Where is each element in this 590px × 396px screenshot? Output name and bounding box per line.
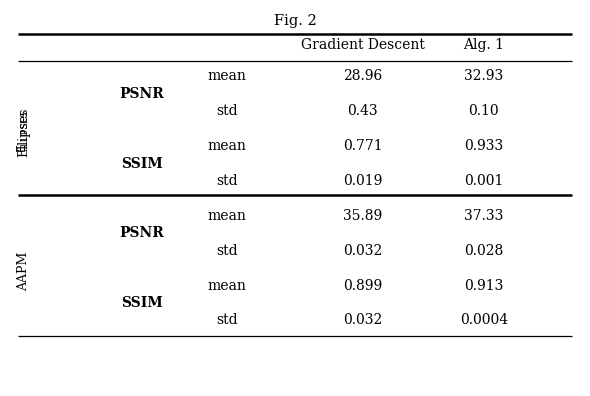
Text: mean: mean	[208, 278, 247, 293]
Text: std: std	[217, 174, 238, 188]
Text: 0.032: 0.032	[343, 244, 382, 258]
Text: 0.43: 0.43	[348, 104, 378, 118]
Text: 0.913: 0.913	[464, 278, 503, 293]
Text: Fig. 2: Fig. 2	[274, 14, 316, 28]
Text: 35.89: 35.89	[343, 209, 382, 223]
Text: SSIM: SSIM	[121, 296, 162, 310]
Text: 0.028: 0.028	[464, 244, 503, 258]
Text: Alg. 1: Alg. 1	[463, 38, 504, 52]
Text: std: std	[217, 244, 238, 258]
Text: mean: mean	[208, 139, 247, 153]
Text: mean: mean	[208, 209, 247, 223]
Text: mean: mean	[208, 69, 247, 84]
Text: 0.032: 0.032	[343, 313, 382, 327]
Text: AAPM: AAPM	[17, 252, 30, 291]
Text: Gradient Descent: Gradient Descent	[301, 38, 425, 52]
Text: 0.10: 0.10	[468, 104, 499, 118]
Text: 0.001: 0.001	[464, 174, 503, 188]
Text: SSIM: SSIM	[121, 156, 162, 171]
Text: 28.96: 28.96	[343, 69, 382, 84]
Text: Ellipses: Ellipses	[17, 107, 30, 157]
Text: 32.93: 32.93	[464, 69, 503, 84]
Text: 0.019: 0.019	[343, 174, 382, 188]
Text: 0.899: 0.899	[343, 278, 382, 293]
Text: 0.933: 0.933	[464, 139, 503, 153]
Text: 0.0004: 0.0004	[460, 313, 508, 327]
Text: std: std	[217, 104, 238, 118]
Text: 0.771: 0.771	[343, 139, 383, 153]
Text: $\mathsf{E}_{\!\mathrm{LLIPSES}}$: $\mathsf{E}_{\!\mathrm{LLIPSES}}$	[16, 111, 31, 153]
Text: std: std	[217, 313, 238, 327]
Text: PSNR: PSNR	[119, 87, 164, 101]
Text: 37.33: 37.33	[464, 209, 503, 223]
Text: PSNR: PSNR	[119, 226, 164, 240]
